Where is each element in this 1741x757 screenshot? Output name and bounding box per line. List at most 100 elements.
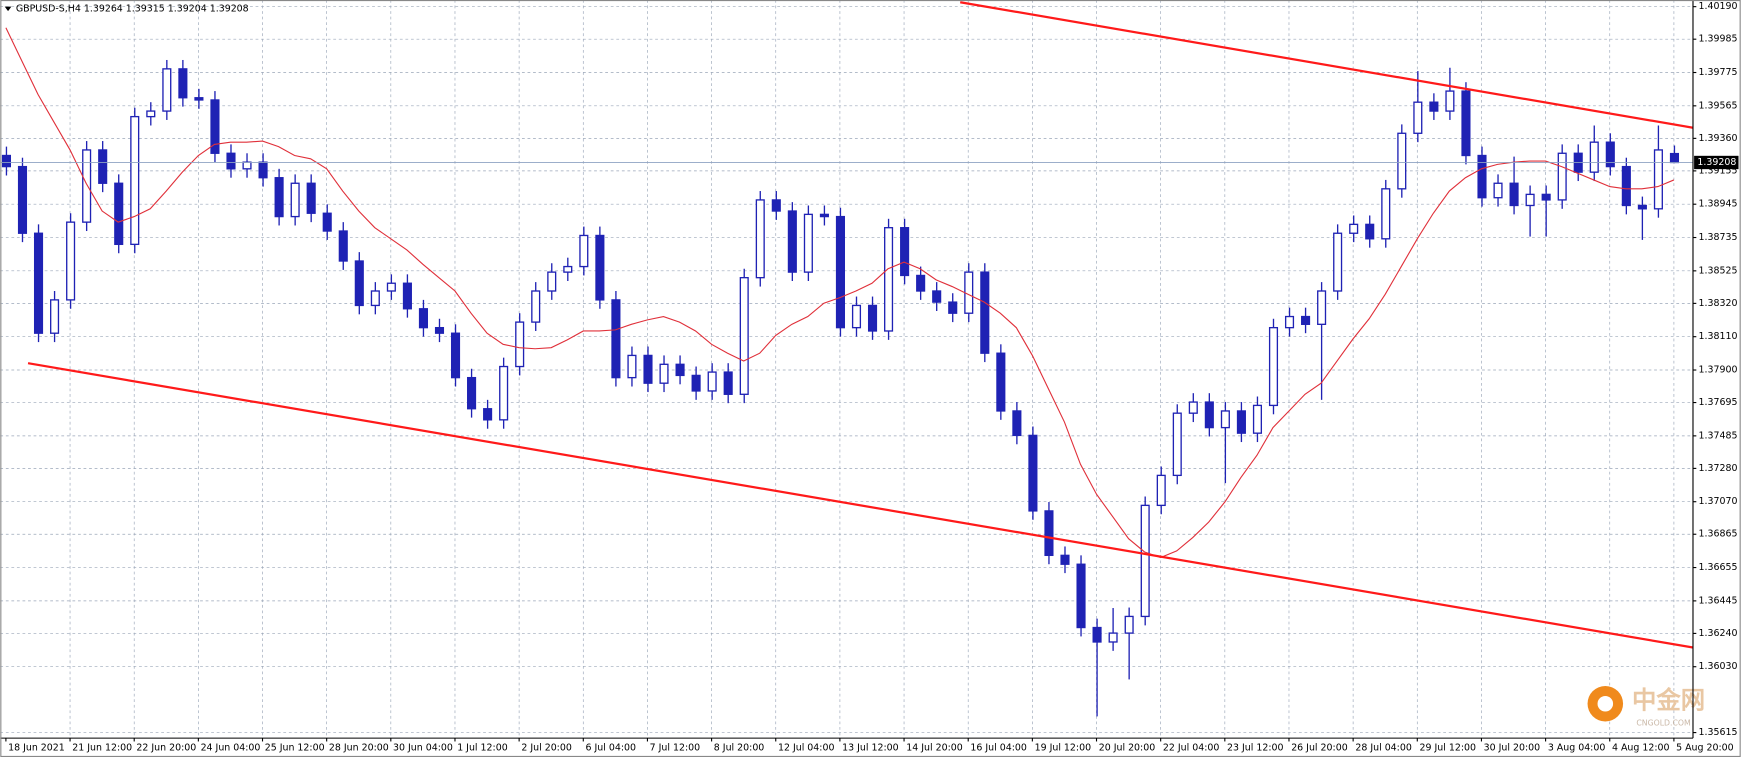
candle-body [1365,223,1375,240]
x-tick-label: 16 Jul 04:00 [970,743,1027,754]
candle-body [1557,152,1567,201]
candle-body [146,110,156,118]
y-tick-label: 1.39360 [1699,133,1738,144]
candle-body [707,371,717,392]
watermark: 中金网 CNGOLD.COM [1587,686,1705,728]
candle-body [1317,290,1327,325]
x-tick-label: 1 Jul 12:00 [457,743,508,754]
candle-body [66,221,76,301]
candle-body [1333,232,1343,292]
current-price-label: 1.39208 [1697,157,1736,168]
candle-body [1509,182,1519,207]
candle-body [531,290,541,323]
candle-body [1349,223,1359,234]
candle-body [434,326,445,334]
candle-body [771,199,781,212]
candle-body [1301,315,1311,325]
x-tick-label: 4 Aug 12:00 [1612,743,1670,754]
candle-body [210,99,220,154]
candle-body [1156,474,1166,507]
candle-body [515,321,525,368]
x-tick-label: 3 Aug 04:00 [1548,743,1606,754]
candle-body [1621,165,1631,207]
candle-body [114,182,124,246]
candle-body [1493,182,1503,199]
moving-average [5,27,1675,559]
candle-body [1,154,12,168]
y-tick-label: 1.38735 [1699,232,1738,243]
x-tick-label: 19 Jul 12:00 [1035,743,1092,754]
watermark-site: CNGOLD.COM [1636,719,1690,728]
y-tick-label: 1.37070 [1699,496,1738,507]
candle-body [370,290,380,307]
candle-body [948,301,958,314]
x-tick-label: 21 Jun 12:00 [72,743,132,754]
x-tick-label: 25 Jun 12:00 [265,743,325,754]
watermark-logo-core [1597,695,1614,712]
candle-body [1252,404,1263,434]
x-tick-label: 14 Jul 20:00 [906,743,963,754]
candle-body [835,215,846,329]
candle-body [1477,154,1487,199]
x-tick-label: 30 Jul 20:00 [1484,743,1541,754]
candle-body [467,376,477,410]
candle-body [33,232,44,334]
candle-body [1413,101,1423,134]
candle-body [691,374,701,392]
candle-body [932,290,942,303]
candle-body [1044,510,1054,557]
y-tick-label: 1.36865 [1699,529,1738,540]
candle-body [611,299,621,379]
x-tick-label: 29 Jul 12:00 [1420,743,1477,754]
candle-body [1268,326,1279,407]
chart-title: GBPUSD-S,H4 1.39264 1.39315 1.39204 1.39… [16,3,249,14]
y-tick-label: 1.37695 [1699,397,1738,408]
candle-body [563,265,573,273]
candle-body [1589,141,1599,173]
x-tick-label: 2 Jul 20:00 [521,743,572,754]
watermark-name: 中金网 [1632,686,1705,715]
grid [0,0,1693,739]
trendline [960,1,1694,129]
candle-body [17,165,28,234]
candle-body [1381,188,1391,240]
candle-body [996,352,1006,412]
y-tick-label: 1.37900 [1699,365,1738,376]
candle-body [1605,141,1615,168]
candle-body [723,371,733,395]
candle-body [1076,563,1086,629]
candle-body [1140,504,1150,618]
candle-body [1445,90,1455,112]
x-tick-label: 26 Jul 20:00 [1291,743,1348,754]
candle-body [50,299,60,334]
candle-body [900,227,910,277]
title-arrow [4,6,12,12]
candle-body [1637,204,1647,210]
y-tick-label: 1.38110 [1699,331,1738,342]
candle-body [258,161,268,179]
candle-body [579,234,589,268]
y-tick-label: 1.39985 [1699,34,1738,45]
x-tick-label: 28 Jun 20:00 [329,743,389,754]
candle-body [290,182,300,218]
y-tick-label: 1.36240 [1699,628,1738,639]
candle-body [1525,193,1535,207]
candle-body [627,354,637,379]
y-tick-label: 1.39155 [1699,165,1738,176]
candle-body [226,152,236,170]
candle-body [1172,412,1182,477]
y-tick-label: 1.36445 [1699,595,1738,606]
candle-body [675,363,685,377]
x-tick-label: 28 Jul 04:00 [1355,743,1412,754]
candle-body [162,68,172,112]
candle-body [402,282,412,310]
candle-body [98,149,108,184]
y-tick-label: 1.37485 [1699,430,1738,441]
plot [0,1,1694,717]
y-tick-label: 1.38945 [1699,199,1738,210]
candle-body [499,365,509,421]
candle-body [306,182,316,214]
x-tick-label: 12 Jul 04:00 [778,743,835,754]
